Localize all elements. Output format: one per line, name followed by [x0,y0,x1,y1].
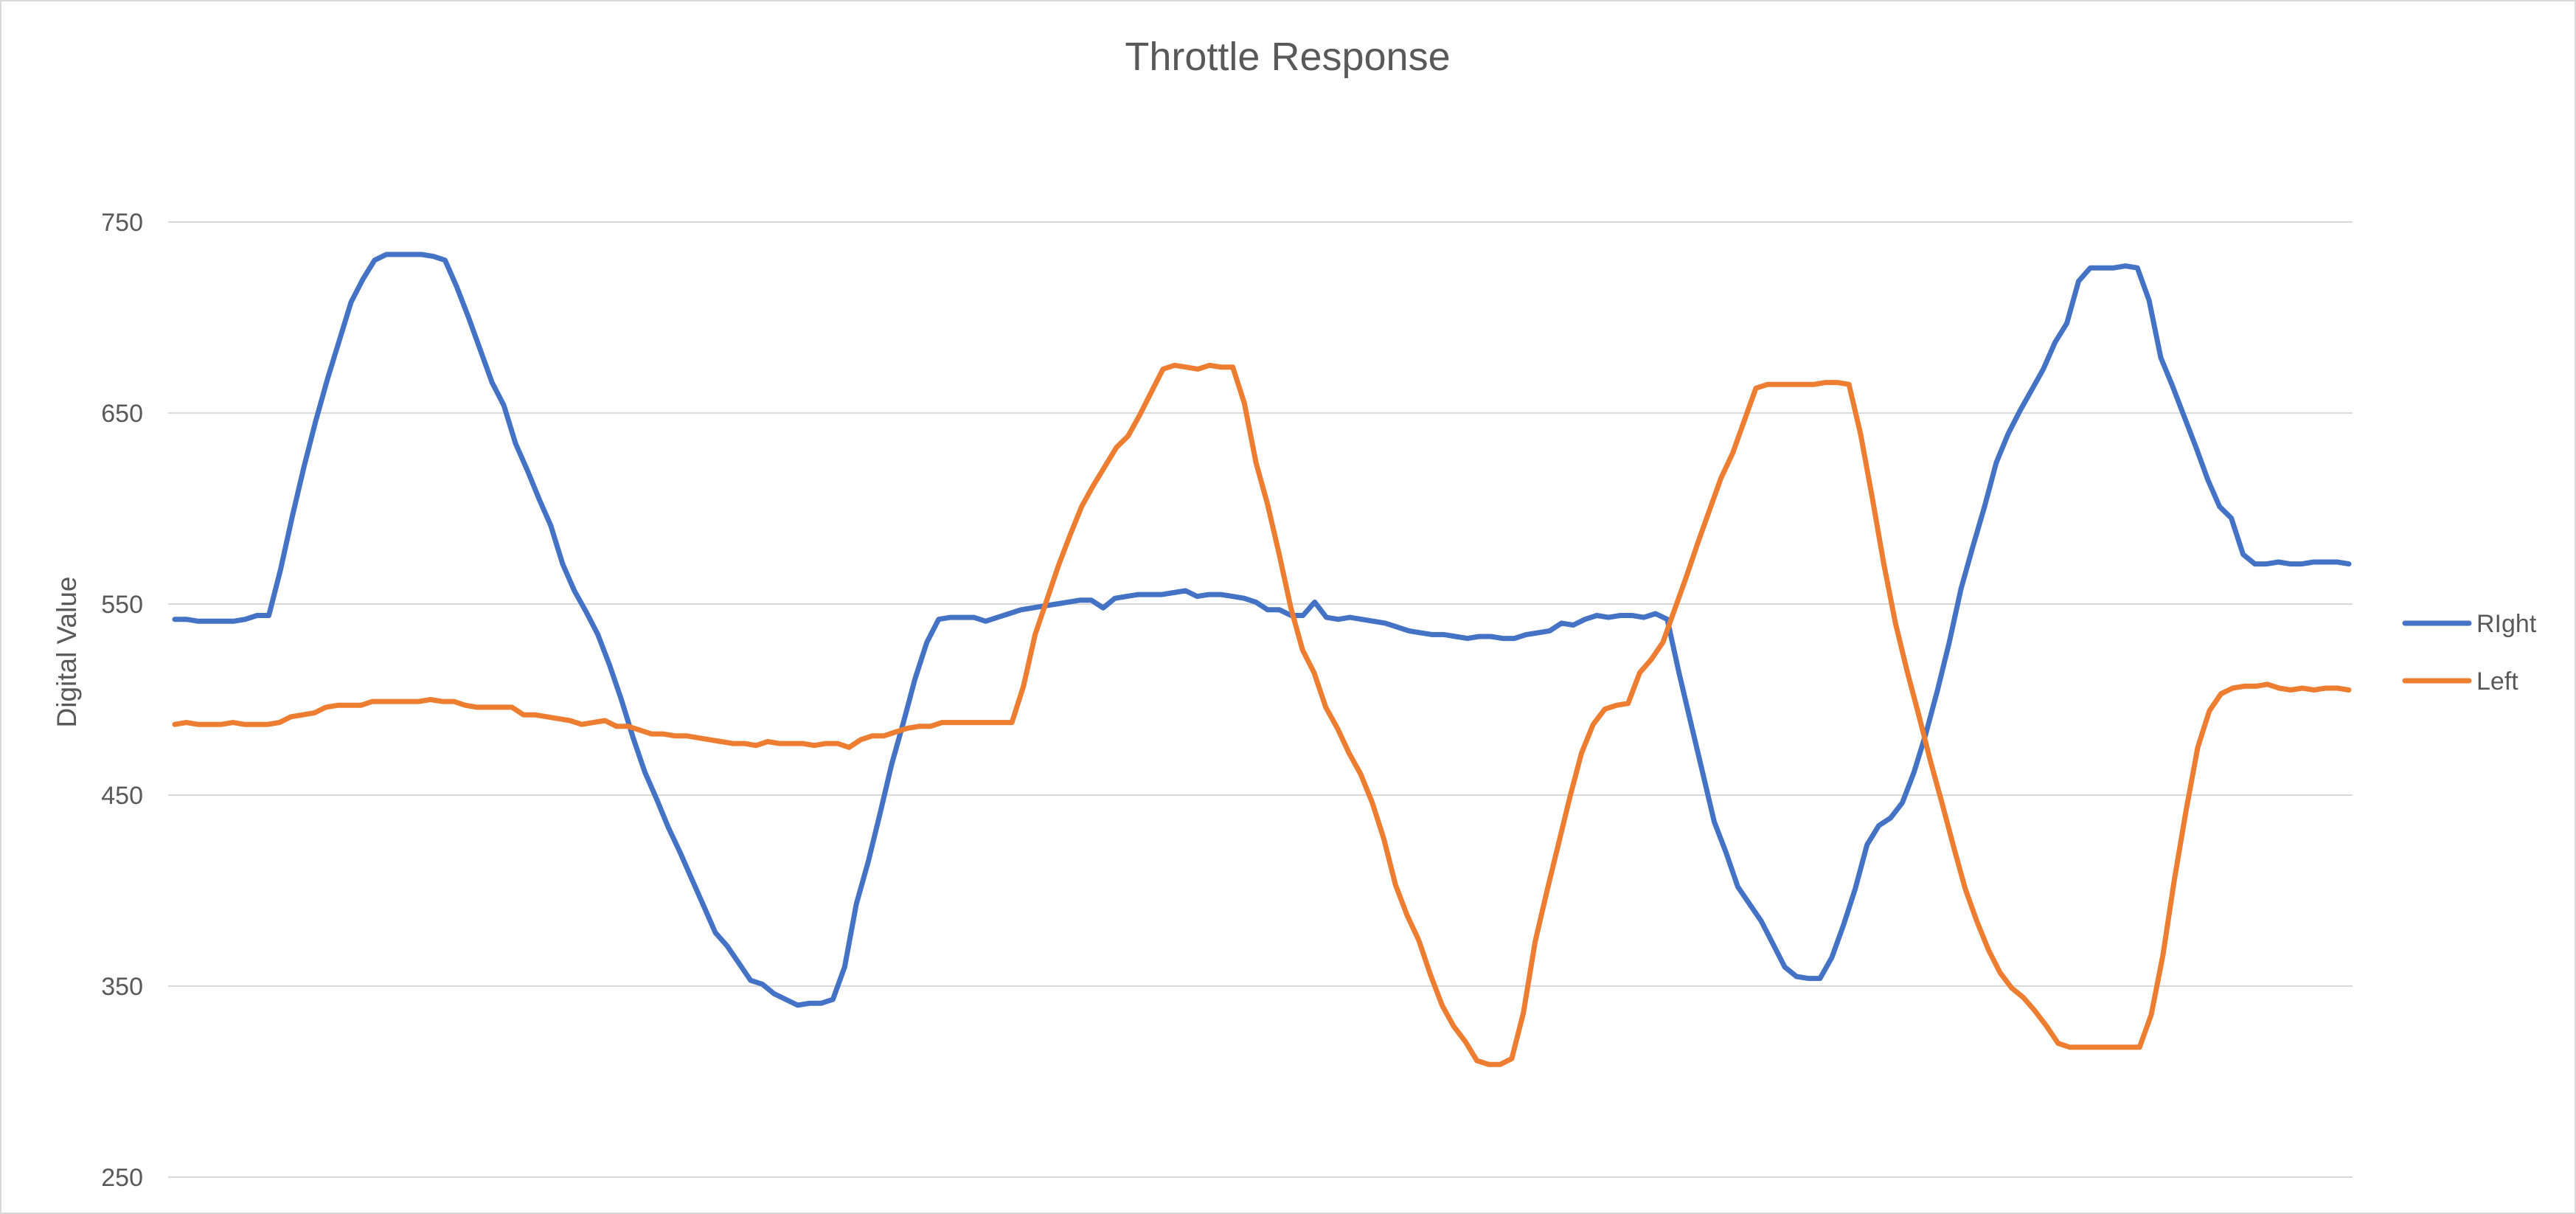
series-line-right [172,252,2352,1008]
chart-title: Throttle Response [1125,35,1450,79]
y-axis-ticks: 250 350 450 550 650 750 [101,209,143,1192]
y-tick-label: 650 [101,400,143,428]
legend: RIght Left [2402,610,2537,696]
series-lines [172,252,2352,1067]
y-tick-label: 450 [101,782,143,810]
gridlines [168,221,2353,1178]
y-axis-label: Digital Value [52,577,82,728]
y-tick-label: 550 [101,591,143,619]
y-tick-label: 750 [101,209,143,237]
legend-label-right: RIght [2476,610,2537,638]
y-tick-label: 350 [101,973,143,1001]
legend-label-left: Left [2476,667,2518,696]
series-line-left [172,362,2352,1067]
y-tick-label: 250 [101,1164,143,1192]
